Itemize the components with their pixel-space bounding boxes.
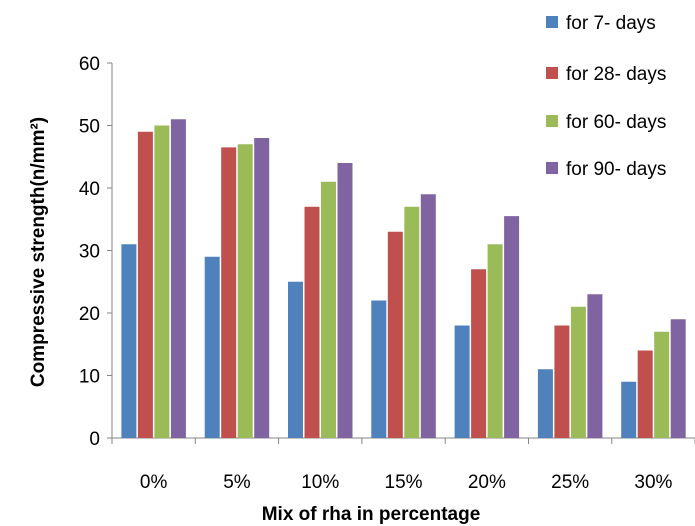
bar xyxy=(137,131,153,438)
x-tick-label: 20% xyxy=(468,472,506,493)
legend-label: for 60- days xyxy=(566,112,666,133)
y-axis-title: Compressive strength(n/mm²) xyxy=(28,117,49,387)
x-tick-label: 30% xyxy=(634,472,672,493)
legend-swatch xyxy=(546,115,558,127)
legend-swatch xyxy=(546,16,558,28)
bar xyxy=(471,269,487,438)
y-tick-label: 10 xyxy=(79,367,100,388)
legend-swatch xyxy=(546,67,558,79)
bar xyxy=(304,206,320,438)
bar xyxy=(587,294,603,438)
bar xyxy=(237,144,253,438)
bar xyxy=(254,138,270,438)
bar xyxy=(670,319,686,438)
y-tick-label: 0 xyxy=(89,429,100,450)
bar xyxy=(654,331,670,438)
bar xyxy=(404,206,420,438)
legend-swatch xyxy=(546,162,558,174)
y-tick-label: 60 xyxy=(79,54,100,75)
x-tick-label: 25% xyxy=(551,472,589,493)
x-tick-label: 10% xyxy=(301,472,339,493)
legend-label: for 90- days xyxy=(566,159,666,180)
chart-bars xyxy=(121,119,686,438)
bar xyxy=(420,194,436,438)
legend-label: for 28- days xyxy=(566,64,666,85)
bar xyxy=(537,369,553,438)
bar xyxy=(204,256,220,438)
y-tick-label: 20 xyxy=(79,304,100,325)
bar xyxy=(387,231,403,438)
x-tick-labels: 0% 5% 10% 15% 20% 25% 30% xyxy=(140,472,673,493)
x-tick-label: 0% xyxy=(140,472,168,493)
y-tick-labels: 0 10 20 30 40 50 60 xyxy=(79,54,100,450)
bar xyxy=(454,325,470,438)
bar xyxy=(371,300,387,438)
bar xyxy=(337,163,353,438)
bar xyxy=(321,181,336,438)
y-tick-label: 30 xyxy=(79,242,100,263)
legend-label: for 7- days xyxy=(566,13,656,34)
bar xyxy=(154,125,170,438)
y-tick-label: 40 xyxy=(79,179,100,200)
x-tick-label: 5% xyxy=(223,472,251,493)
y-tick-label: 50 xyxy=(79,117,100,138)
bar xyxy=(121,244,137,438)
bar xyxy=(487,244,503,438)
bar xyxy=(504,216,520,438)
bar xyxy=(554,325,570,438)
bar xyxy=(170,119,186,438)
x-tick-label: 15% xyxy=(385,472,423,493)
bar xyxy=(637,350,653,438)
bar xyxy=(570,306,586,438)
bar xyxy=(621,381,637,438)
bar xyxy=(288,281,303,438)
bar xyxy=(221,147,237,438)
x-axis-title: Mix of rha in percentage xyxy=(262,504,481,525)
chart-legend: for 7- days for 28- days for 60- days for 9… xyxy=(546,13,666,180)
